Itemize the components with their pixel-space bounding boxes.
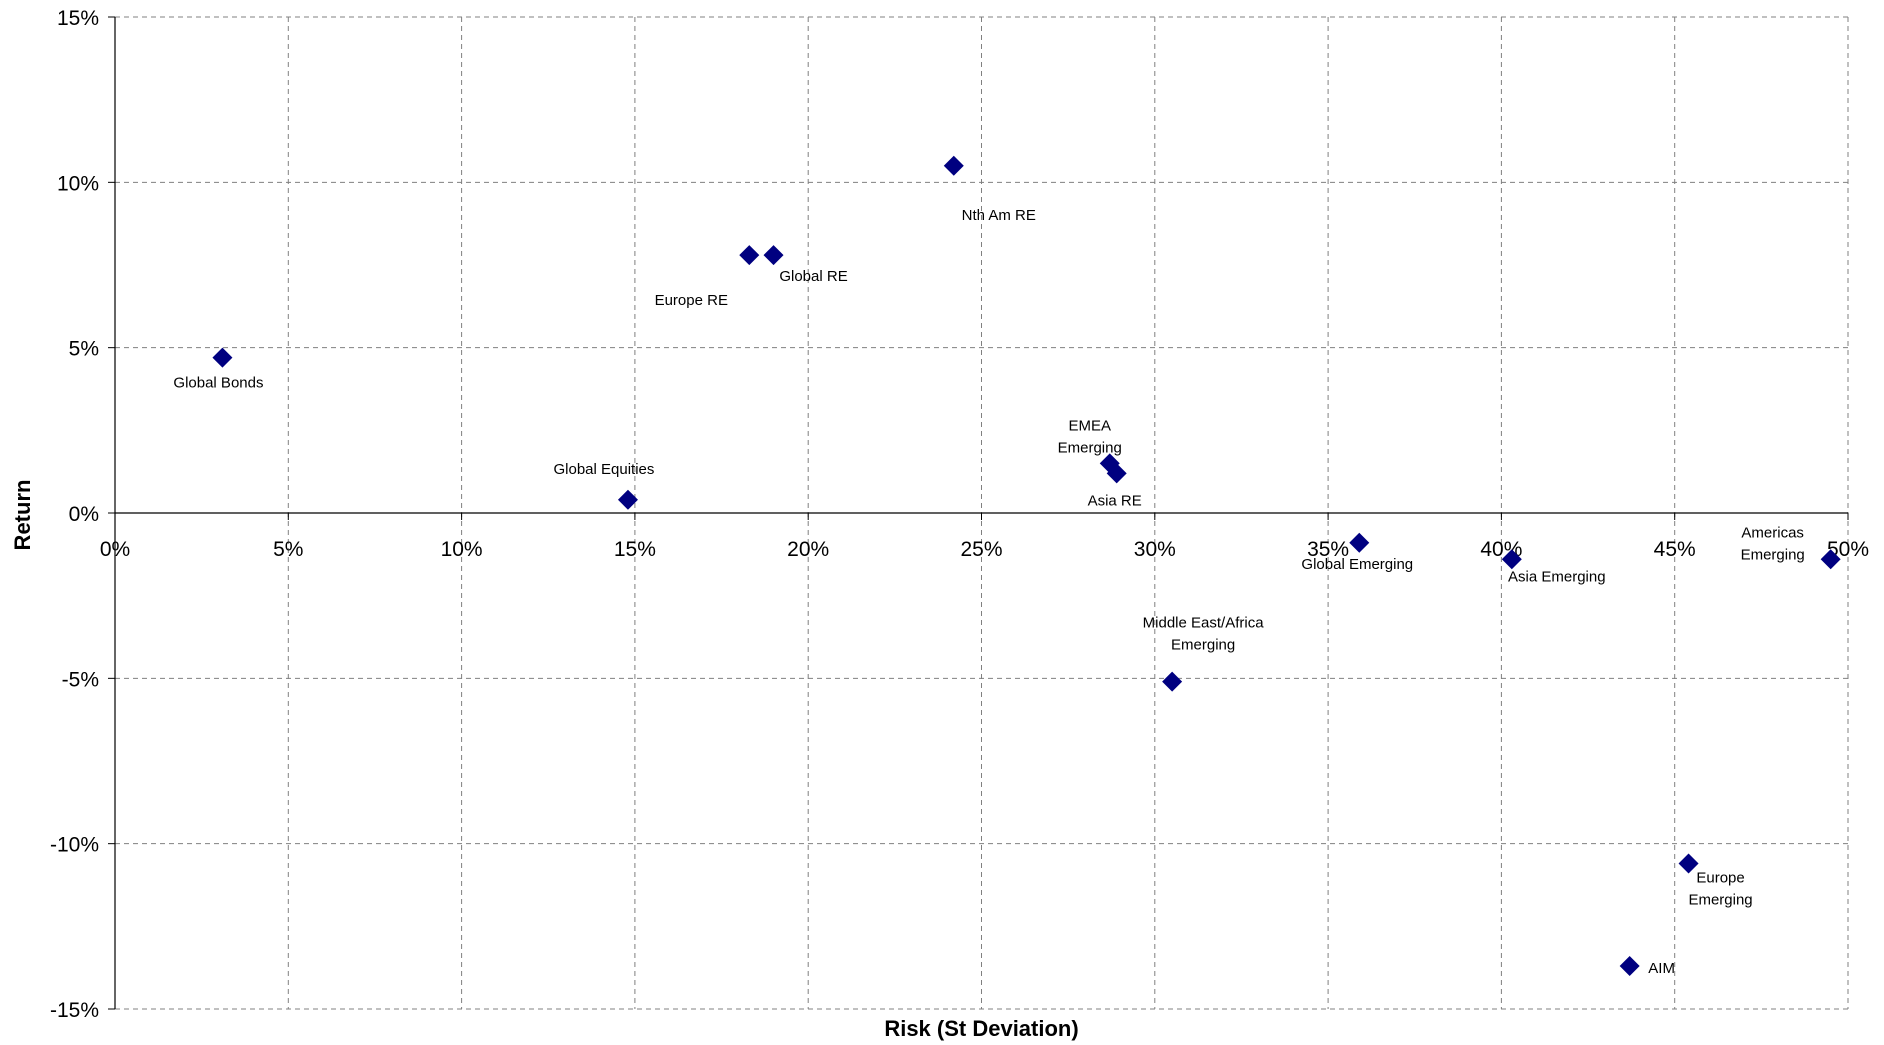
data-point-label: Emerging bbox=[1688, 892, 1752, 909]
x-tick-label: 50% bbox=[1827, 538, 1869, 561]
data-point-label: EMEA bbox=[1068, 417, 1111, 434]
data-point-label: Middle East/Africa bbox=[1143, 615, 1265, 632]
data-point-marker bbox=[1501, 549, 1522, 570]
data-point-label: Global Equities bbox=[554, 461, 655, 478]
data-point-label: Europe RE bbox=[655, 292, 728, 309]
data-point-label: Asia RE bbox=[1088, 492, 1142, 509]
y-axis-title: Return bbox=[10, 480, 35, 551]
data-point-marker bbox=[1349, 532, 1370, 553]
data-point-marker bbox=[1820, 549, 1841, 570]
x-tick-label: 0% bbox=[100, 538, 130, 561]
data-point-label: Global Bonds bbox=[173, 375, 263, 392]
point-labels: Global Bonds Global Equities Europe RE Glob… bbox=[173, 207, 1804, 977]
data-point-label: Emerging bbox=[1058, 439, 1122, 456]
y-tick-label: 15% bbox=[57, 7, 99, 30]
data-point-label: Emerging bbox=[1741, 546, 1805, 563]
data-point-marker bbox=[1619, 956, 1640, 977]
x-tick-label: 25% bbox=[960, 538, 1002, 561]
x-tick-label: 30% bbox=[1134, 538, 1176, 561]
data-point-marker bbox=[739, 245, 760, 266]
data-points bbox=[212, 155, 1841, 977]
data-point-marker bbox=[1162, 671, 1183, 692]
data-point-marker bbox=[763, 245, 784, 266]
x-tick-label: 10% bbox=[441, 538, 483, 561]
data-point-label: Emerging bbox=[1171, 637, 1235, 654]
data-point-marker bbox=[943, 155, 964, 176]
tick-labels: 0% 5% 10% 15% 20% 25% 30% 35% 40% 45% 50%15%10%5%0… bbox=[50, 7, 1869, 1022]
data-point-marker bbox=[1678, 853, 1699, 874]
y-tick-label: -10% bbox=[50, 834, 99, 857]
y-tick-label: 5% bbox=[69, 338, 99, 361]
x-tick-label: 15% bbox=[614, 538, 656, 561]
y-tick-label: 0% bbox=[69, 503, 99, 526]
data-point-marker bbox=[617, 489, 638, 510]
x-tick-label: 20% bbox=[787, 538, 829, 561]
data-point-label: AIM bbox=[1648, 960, 1675, 977]
data-point-label: Europe bbox=[1696, 870, 1744, 887]
data-point-label: Americas bbox=[1741, 524, 1804, 541]
data-point-marker bbox=[1106, 463, 1127, 484]
y-tick-label: 10% bbox=[57, 172, 99, 195]
data-point-marker bbox=[212, 347, 233, 368]
data-point-label: Global Emerging bbox=[1301, 556, 1413, 573]
data-point-label: Asia Emerging bbox=[1508, 568, 1606, 585]
axes bbox=[108, 16, 1849, 1010]
x-axis-title: Risk (St Deviation) bbox=[884, 1016, 1078, 1041]
data-point-label: Nth Am RE bbox=[962, 207, 1036, 224]
x-tick-label: 45% bbox=[1654, 538, 1696, 561]
y-tick-label: -5% bbox=[62, 668, 99, 691]
y-tick-label: -15% bbox=[50, 999, 99, 1022]
x-tick-label: 5% bbox=[273, 538, 303, 561]
x-tick-label: 35% bbox=[1307, 538, 1349, 561]
data-point-label: Global RE bbox=[779, 268, 847, 285]
